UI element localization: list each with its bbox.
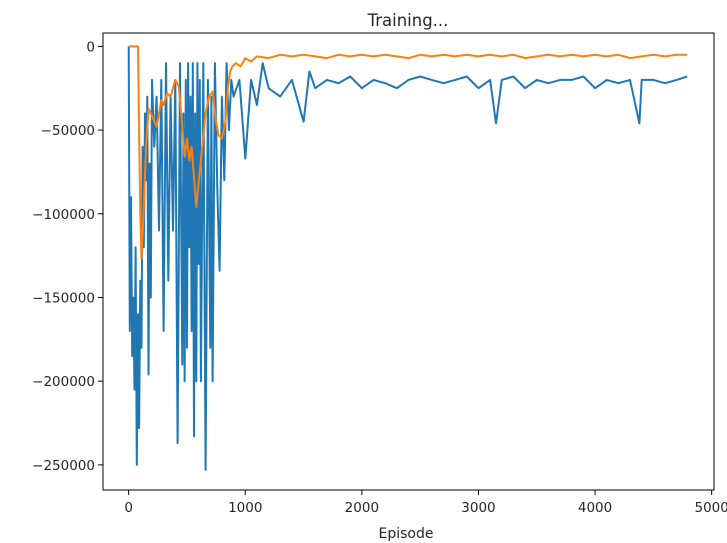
moving-average-line [128, 45, 688, 260]
x-tick-label: 1000 [228, 500, 262, 516]
plot-frame [102, 32, 715, 491]
x-tick-label: 4000 [578, 500, 612, 516]
y-tick-label: −250000 [32, 458, 95, 474]
y-tick-label: −150000 [32, 290, 95, 306]
x-tick-label: 3000 [461, 500, 495, 516]
chart-title: Training... [367, 11, 449, 30]
x-tick-label: 5000 [694, 500, 727, 516]
y-tick-label: −50000 [41, 123, 95, 139]
y-axis: 0 −50000 −100000 −150000 −200000 −250000 [32, 39, 103, 474]
x-axis: 0 1000 2000 3000 4000 5000 [124, 490, 727, 516]
series-layer [127, 45, 688, 471]
reward-line [127, 46, 688, 471]
y-tick-label: 0 [86, 39, 95, 55]
x-axis-title: Episode [379, 526, 434, 542]
plot-area [127, 45, 688, 471]
x-tick-label: 0 [124, 500, 133, 516]
x-tick-label: 2000 [345, 500, 379, 516]
y-tick-label: −100000 [32, 207, 95, 223]
y-tick-label: −200000 [32, 374, 95, 390]
